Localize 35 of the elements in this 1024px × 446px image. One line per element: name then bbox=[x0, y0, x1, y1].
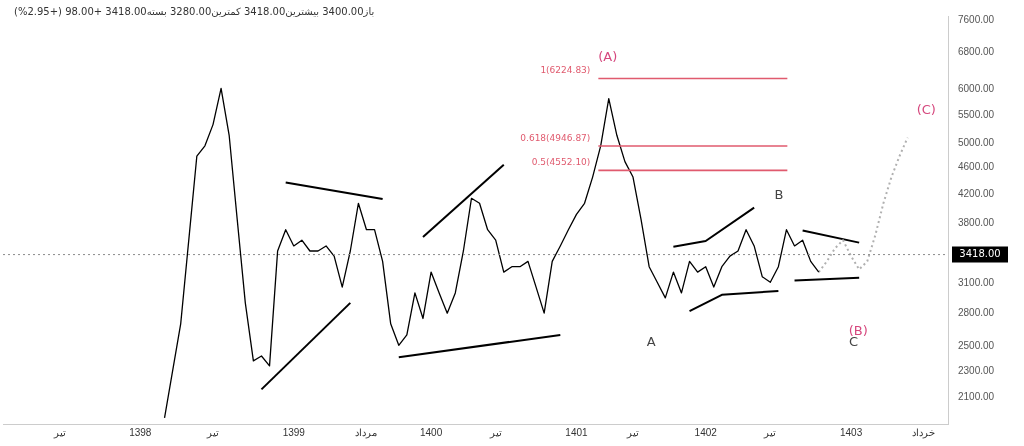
y-tick-label: 3100.00 bbox=[958, 277, 995, 289]
x-tick-label: تیر bbox=[626, 426, 639, 439]
y-tick-label: 5500.00 bbox=[958, 108, 995, 120]
ref-line-label: 3418.00 bbox=[959, 248, 1001, 260]
y-tick-label: 7600.00 bbox=[958, 13, 995, 25]
x-tick-label: تیر bbox=[763, 426, 777, 439]
x-tick-label: 1403 bbox=[839, 426, 863, 438]
ref-line-label: 1(6224.83) bbox=[540, 65, 591, 76]
y-tick-label: 2800.00 bbox=[958, 306, 995, 318]
x-tick-label: 1398 bbox=[129, 426, 152, 438]
y-tick-label: 6000.00 bbox=[958, 83, 995, 95]
annotation: B bbox=[774, 187, 784, 203]
ref-line-label: 0.5(4552.10) bbox=[531, 157, 591, 168]
annotation: (A) bbox=[598, 49, 618, 65]
y-tick-label: 6800.00 bbox=[958, 46, 995, 58]
annotation: (C) bbox=[916, 101, 936, 117]
x-tick-label: مرداد bbox=[355, 426, 378, 439]
x-tick-label: 1401 bbox=[565, 426, 589, 438]
x-tick-label: 1402 bbox=[694, 426, 718, 438]
chart-title: باز3400.00 بیشترین3418.00 کمترین3280.00 بسته3418.00 +98.00 (+2.95%) bbox=[14, 6, 375, 17]
y-tick-label: 5000.00 bbox=[958, 136, 995, 148]
x-tick-label: تیر bbox=[206, 426, 219, 439]
annotation: A bbox=[646, 333, 656, 349]
x-tick-label: 1400 bbox=[419, 426, 443, 438]
x-tick-label: 1399 bbox=[282, 426, 306, 438]
x-tick-label: خرداد bbox=[912, 426, 936, 439]
y-tick-label: 3800.00 bbox=[958, 217, 995, 229]
y-tick-label: 2300.00 bbox=[958, 364, 995, 376]
ref-line-label: 0.618(4946.87) bbox=[520, 132, 591, 143]
y-tick-label: 4200.00 bbox=[958, 187, 995, 199]
y-tick-label: 2100.00 bbox=[958, 391, 995, 403]
x-tick-label: تیر bbox=[488, 426, 502, 439]
y-tick-label: 2500.00 bbox=[958, 340, 995, 352]
x-tick-label: تیر bbox=[52, 426, 66, 439]
y-tick-label: 4600.00 bbox=[958, 161, 995, 173]
